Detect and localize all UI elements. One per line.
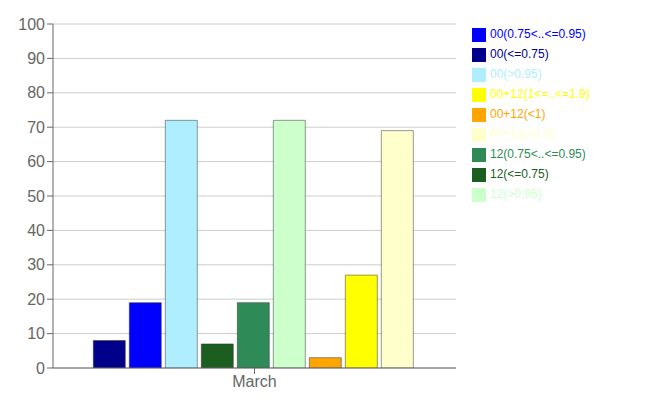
html-text:00+12(1<=..<=1.9): 00+12(1<=..<=1.9)	[490, 87, 590, 101]
html-text:12(>0.95): 12(>0.95)	[490, 187, 542, 201]
svg-text:50: 50	[27, 188, 45, 205]
html-text:12(0.75<..<=0.95): 12(0.75<..<=0.95)	[490, 147, 586, 161]
svg-text:10: 10	[27, 325, 45, 342]
html-text:00(0.75<..<=0.95): 00(0.75<..<=0.95)	[490, 27, 586, 41]
svg-text:40: 40	[27, 222, 45, 239]
svg-text:90: 90	[27, 50, 45, 67]
svg-text:30: 30	[27, 256, 45, 273]
html-text:00+12(>1.9): 00+12(>1.9)	[490, 127, 556, 141]
svg-text:60: 60	[27, 153, 45, 170]
html-text:00(>0.95): 00(>0.95)	[490, 67, 542, 81]
html-text:12(<=0.75): 12(<=0.75)	[490, 167, 549, 181]
svg-text:0: 0	[36, 360, 45, 377]
svg-text:March: March	[232, 373, 276, 390]
svg-text:70: 70	[27, 119, 45, 136]
svg-text:80: 80	[27, 84, 45, 101]
svg-text:20: 20	[27, 291, 45, 308]
html-text:00(<=0.75): 00(<=0.75)	[490, 47, 549, 61]
svg-text:100: 100	[18, 16, 45, 33]
html-text:00+12(<1): 00+12(<1)	[490, 107, 546, 121]
